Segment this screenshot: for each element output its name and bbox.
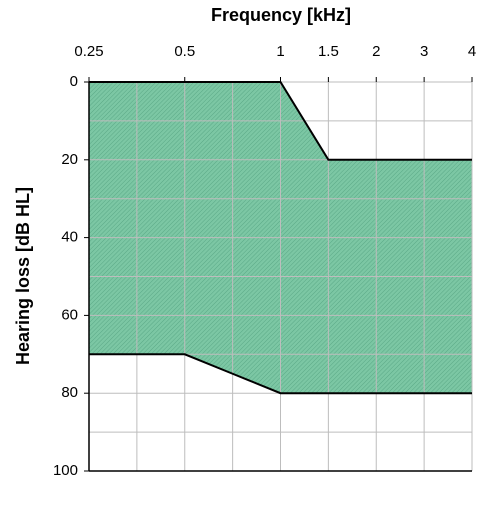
- x-tick-label: 1: [276, 43, 284, 60]
- boundary-line: [89, 81, 472, 161]
- x-tick-label: 0.25: [74, 43, 103, 60]
- x-tick-label: 2: [372, 43, 380, 60]
- x-tick-label: 4: [468, 43, 476, 60]
- y-tick-label: 60: [61, 306, 78, 323]
- x-tick-label: 1.5: [318, 43, 339, 60]
- y-axis-label: Hearing loss [dB HL]: [13, 187, 33, 365]
- y-tick-label: 20: [61, 151, 78, 168]
- y-tick-label: 80: [61, 384, 78, 401]
- y-tick-label: 0: [70, 73, 78, 90]
- y-tick-label: 100: [53, 462, 78, 479]
- x-tick-label: 3: [420, 43, 428, 60]
- x-axis-label: Frequency [kHz]: [211, 5, 351, 25]
- boundary-line: [89, 353, 472, 395]
- x-tick-label: 0.5: [174, 43, 195, 60]
- y-tick-label: 40: [61, 229, 78, 246]
